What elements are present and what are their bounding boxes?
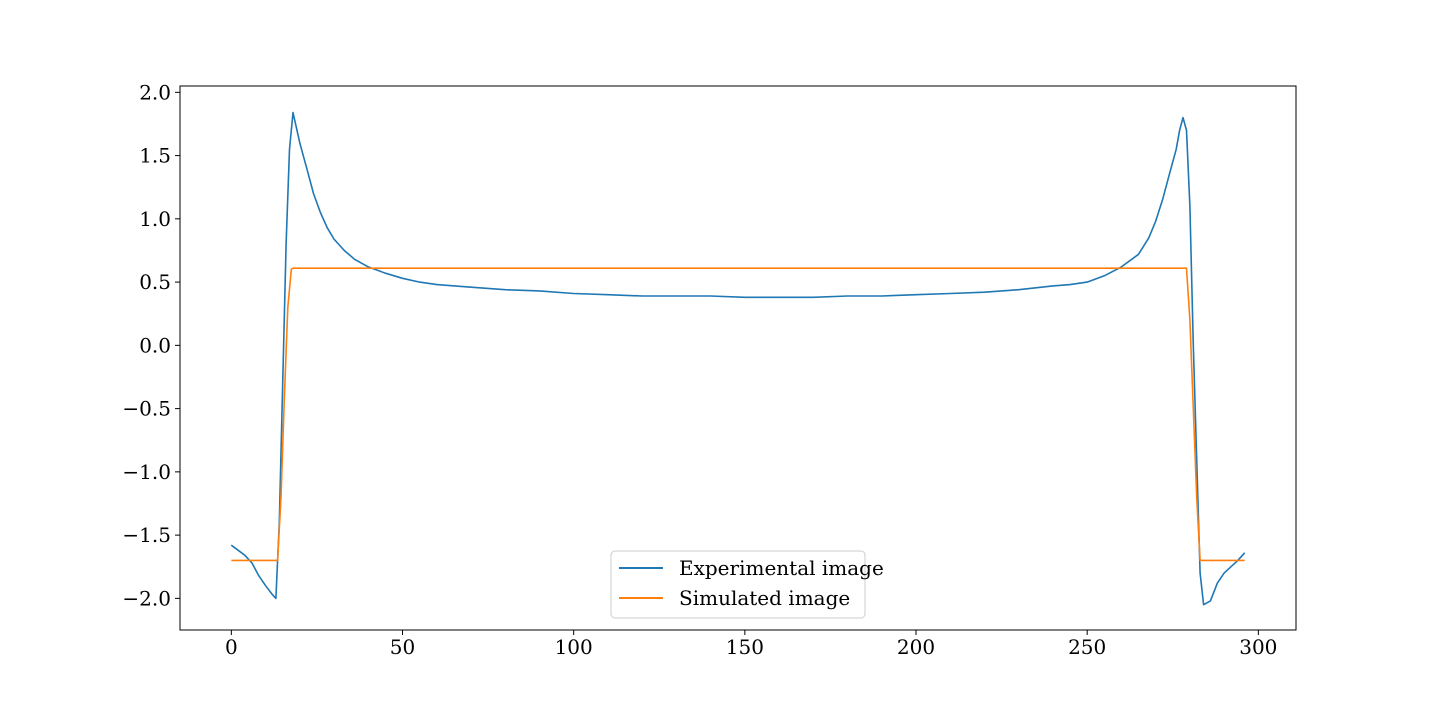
series-layer: [230, 111, 1246, 606]
x-tick-label: 300: [1239, 635, 1277, 659]
y-tick-label: −2.0: [122, 586, 171, 610]
legend: Experimental image Simulated image: [610, 550, 884, 619]
y-tick-label: −1.0: [122, 460, 171, 484]
y-tick-label: −1.5: [122, 523, 171, 547]
x-axis: 0 50 100 150 200 250 300: [225, 630, 1277, 659]
x-tick-label: 50: [390, 635, 415, 659]
x-tick-label: 250: [1068, 635, 1106, 659]
x-tick-label: 150: [726, 635, 764, 659]
x-tick-label: 0: [225, 635, 238, 659]
series-line-simulated: [231, 267, 1245, 562]
legend-label-experimental: Experimental image: [679, 556, 884, 580]
y-tick-label: 2.0: [139, 80, 171, 104]
y-tick-label: 1.5: [139, 144, 171, 168]
series-line-experimental: [230, 111, 1246, 606]
x-tick-label: 200: [897, 635, 935, 659]
y-axis: 2.0 1.5 1.0 0.5 0.0 −0.5 −1.0 −1.5 −2.0: [122, 80, 180, 610]
plot-frame: [179, 85, 1297, 631]
y-tick-label: 1.0: [139, 207, 171, 231]
legend-box: [610, 550, 866, 619]
legend-label-simulated: Simulated image: [679, 586, 850, 610]
y-tick-label: −0.5: [122, 397, 171, 421]
y-tick-label: 0.5: [139, 270, 171, 294]
y-tick-label: 0.0: [139, 333, 171, 357]
x-tick-label: 100: [555, 635, 593, 659]
